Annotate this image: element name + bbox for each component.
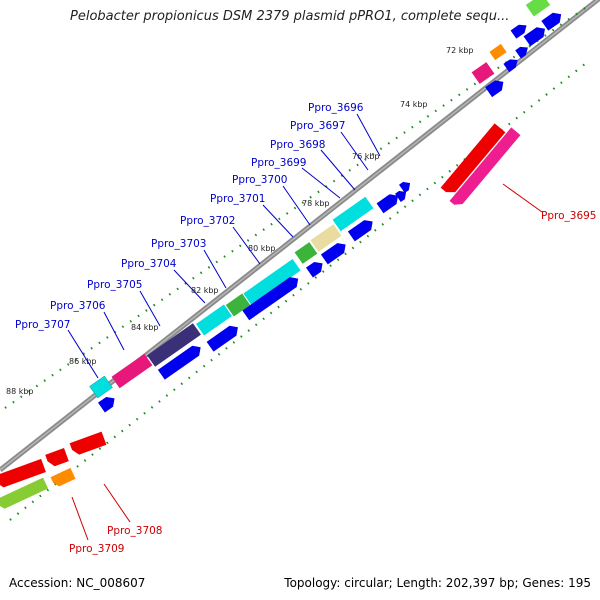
cds-arrow (399, 181, 411, 193)
leader-line (356, 113, 381, 157)
gene-label-ppro-3696[interactable]: Ppro_3696 (308, 102, 364, 114)
tick-track-outer (4, 5, 589, 409)
cds-arrow (45, 448, 69, 467)
leader-line (282, 185, 311, 226)
forward-cds-track (98, 12, 562, 413)
cds-arrow (69, 431, 107, 455)
cds-arrow (306, 261, 323, 278)
gene-label-ppro-3709[interactable]: Ppro_3709 (69, 543, 124, 555)
cds-arrow (503, 59, 518, 73)
gene-block-ppro-3704 (196, 304, 232, 336)
cds-arrow (206, 325, 238, 352)
gene-label-ppro-3697[interactable]: Ppro_3697 (290, 120, 345, 132)
gene-label-ppro-3703[interactable]: Ppro_3703 (151, 238, 206, 250)
leader-line (203, 249, 227, 289)
cds-arrow (347, 220, 373, 242)
cds-arrow (376, 194, 399, 214)
gene-block-top-orange (489, 43, 507, 61)
outer-gene-track (89, 0, 551, 399)
reverse-cds-track (0, 123, 521, 509)
cds-arrow (485, 80, 504, 98)
cds-arrow (510, 24, 527, 39)
leader-line (340, 131, 369, 171)
cds-arrow (98, 396, 115, 413)
gene-label-ppro-3698[interactable]: Ppro_3698 (270, 139, 325, 151)
cds-arrow (395, 190, 407, 202)
gene-labels: Ppro_3696 Ppro_3697 Ppro_3698 Ppro_3699 … (15, 102, 596, 555)
leader-line (71, 496, 89, 541)
leader-line (139, 290, 161, 327)
kbp-label-72: 72 kbp (446, 46, 474, 55)
kbp-label-76: 76 kbp (352, 152, 380, 161)
leader-line (502, 183, 543, 213)
map-title: Pelobacter propionicus DSM 2379 plasmid … (70, 9, 510, 24)
leader-line (262, 204, 294, 238)
gene-block-ppro-3701 (294, 242, 318, 264)
cds-arrow-ppro-3709 (50, 467, 76, 487)
gene-label-ppro-3702[interactable]: Ppro_3702 (180, 215, 235, 227)
gene-block-ppro-3703 (225, 293, 251, 317)
cds-arrow (242, 277, 299, 321)
cds-arrow (523, 27, 546, 47)
kbp-label-80: 80 kbp (248, 244, 276, 253)
leader-line (103, 483, 131, 523)
kbp-label-84: 84 kbp (131, 323, 159, 332)
leader-line (67, 329, 99, 379)
cds-arrow (157, 345, 201, 380)
gene-block-ppro-3705 (147, 323, 201, 367)
gene-label-ppro-3695[interactable]: Ppro_3695 (541, 210, 596, 222)
leader-line (320, 149, 356, 191)
leader-line (301, 167, 341, 199)
gene-block-ppro-3700 (310, 224, 342, 252)
gene-label-ppro-3700[interactable]: Ppro_3700 (232, 174, 287, 186)
kbp-label-88: 88 kbp (6, 387, 34, 396)
cds-arrow (541, 12, 562, 31)
kbp-label-78: 78 kbp (302, 199, 330, 208)
gene-block-top-green (525, 0, 551, 17)
leader-line (103, 311, 125, 351)
gene-label-ppro-3708[interactable]: Ppro_3708 (107, 525, 162, 537)
cds-arrow (320, 243, 346, 265)
cds-arrow-ppro-3708 (0, 458, 46, 488)
gene-label-ppro-3705[interactable]: Ppro_3705 (87, 279, 142, 291)
topology-summary: Topology: circular; Length: 202,397 bp; … (284, 576, 591, 590)
cds-arrow-ppro-3695b (449, 127, 521, 205)
cds-arrow (515, 46, 528, 59)
gene-label-ppro-3699[interactable]: Ppro_3699 (251, 157, 306, 169)
gene-block-ppro-3696 (471, 62, 495, 84)
leader-line (173, 269, 206, 304)
gene-block-ppro-3699 (332, 196, 374, 232)
gene-block-ppro-3702 (243, 259, 301, 305)
gene-label-ppro-3706[interactable]: Ppro_3706 (50, 300, 106, 312)
kbp-label-86: 86 kbp (69, 357, 97, 366)
kbp-label-74: 74 kbp (400, 100, 428, 109)
cds-arrow-ppro-3695 (440, 123, 506, 193)
cds-arrow (0, 477, 49, 509)
gene-label-ppro-3704[interactable]: Ppro_3704 (121, 258, 177, 270)
gene-label-ppro-3701[interactable]: Ppro_3701 (210, 193, 265, 205)
gene-label-ppro-3707[interactable]: Ppro_3707 (15, 319, 70, 331)
leader-line (232, 226, 261, 265)
gene-block-ppro-3706 (111, 353, 153, 389)
accession-text: Accession: NC_008607 (9, 576, 146, 590)
gene-block-ppro-3707 (89, 375, 113, 399)
kbp-label-82: 82 kbp (191, 286, 219, 295)
